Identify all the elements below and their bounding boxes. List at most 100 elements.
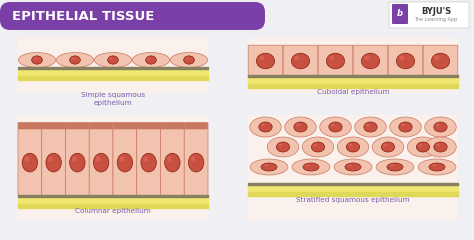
FancyBboxPatch shape [388, 45, 423, 77]
Ellipse shape [303, 163, 319, 171]
Bar [18, 76, 208, 79]
FancyBboxPatch shape [423, 45, 458, 77]
Ellipse shape [32, 56, 42, 64]
Ellipse shape [419, 144, 422, 146]
Ellipse shape [96, 156, 100, 162]
FancyBboxPatch shape [18, 122, 42, 196]
Bar [248, 75, 458, 77]
FancyBboxPatch shape [248, 45, 283, 77]
Bar [18, 66, 208, 68]
Ellipse shape [347, 164, 352, 167]
Ellipse shape [285, 117, 316, 137]
Ellipse shape [331, 124, 335, 126]
Ellipse shape [278, 144, 283, 146]
Ellipse shape [346, 142, 360, 152]
Ellipse shape [348, 144, 352, 146]
FancyBboxPatch shape [65, 122, 89, 196]
Ellipse shape [434, 122, 447, 132]
FancyBboxPatch shape [0, 2, 265, 30]
FancyBboxPatch shape [137, 123, 160, 129]
Bar [248, 183, 458, 185]
Ellipse shape [46, 153, 61, 172]
Bar [248, 84, 458, 88]
Ellipse shape [250, 117, 281, 137]
Ellipse shape [436, 144, 440, 146]
Ellipse shape [425, 137, 456, 157]
Ellipse shape [320, 117, 351, 137]
Ellipse shape [185, 57, 189, 60]
Ellipse shape [141, 153, 156, 172]
Ellipse shape [337, 137, 369, 157]
FancyBboxPatch shape [318, 45, 353, 77]
FancyBboxPatch shape [184, 122, 208, 196]
Ellipse shape [311, 142, 325, 152]
Ellipse shape [56, 53, 94, 67]
FancyBboxPatch shape [161, 123, 184, 129]
FancyBboxPatch shape [42, 122, 65, 196]
Ellipse shape [70, 56, 80, 64]
Ellipse shape [71, 57, 74, 60]
Bar [248, 192, 458, 196]
FancyBboxPatch shape [90, 123, 113, 129]
Bar [18, 38, 208, 93]
Ellipse shape [407, 137, 439, 157]
Bar [248, 115, 458, 220]
Ellipse shape [387, 163, 403, 171]
Bar [18, 115, 208, 220]
Ellipse shape [302, 137, 334, 157]
Ellipse shape [259, 55, 264, 60]
Ellipse shape [18, 53, 55, 67]
Ellipse shape [264, 164, 268, 167]
Ellipse shape [305, 164, 310, 167]
FancyBboxPatch shape [389, 2, 469, 28]
Text: b: b [397, 10, 403, 18]
FancyBboxPatch shape [184, 123, 208, 129]
Ellipse shape [425, 117, 456, 137]
Bar [248, 185, 458, 192]
Ellipse shape [292, 53, 310, 69]
Ellipse shape [109, 57, 112, 60]
Ellipse shape [70, 153, 85, 172]
Ellipse shape [399, 55, 405, 60]
Ellipse shape [355, 117, 386, 137]
Ellipse shape [25, 156, 29, 162]
Ellipse shape [146, 56, 156, 64]
Bar [18, 197, 208, 204]
Ellipse shape [431, 53, 450, 69]
Ellipse shape [345, 163, 361, 171]
Ellipse shape [119, 156, 124, 162]
Ellipse shape [147, 57, 150, 60]
Ellipse shape [170, 53, 208, 67]
Ellipse shape [94, 53, 132, 67]
Ellipse shape [250, 159, 288, 175]
Ellipse shape [416, 142, 429, 152]
Ellipse shape [390, 164, 394, 167]
Ellipse shape [434, 55, 439, 60]
Ellipse shape [382, 142, 395, 152]
Ellipse shape [184, 56, 194, 64]
Bar [248, 38, 458, 93]
Ellipse shape [48, 156, 53, 162]
Ellipse shape [267, 137, 299, 157]
Ellipse shape [313, 144, 317, 146]
Bar [18, 68, 208, 76]
FancyBboxPatch shape [137, 122, 161, 196]
Text: Columnar epithelium: Columnar epithelium [75, 208, 151, 214]
Text: The Learning App: The Learning App [414, 18, 457, 23]
Bar [248, 77, 458, 84]
FancyBboxPatch shape [392, 4, 408, 24]
Ellipse shape [294, 55, 300, 60]
Ellipse shape [329, 122, 342, 132]
Ellipse shape [117, 153, 133, 172]
Ellipse shape [429, 163, 445, 171]
Bar [18, 204, 208, 208]
FancyBboxPatch shape [18, 123, 42, 129]
Ellipse shape [434, 142, 447, 152]
Ellipse shape [108, 56, 118, 64]
Ellipse shape [294, 122, 307, 132]
FancyBboxPatch shape [89, 122, 113, 196]
Text: EPITHELIAL TISSUE: EPITHELIAL TISSUE [12, 10, 155, 23]
Ellipse shape [132, 53, 170, 67]
Text: Stratified squamous epithelium: Stratified squamous epithelium [296, 197, 410, 203]
Text: Simple squamous
epithelium: Simple squamous epithelium [81, 92, 145, 106]
